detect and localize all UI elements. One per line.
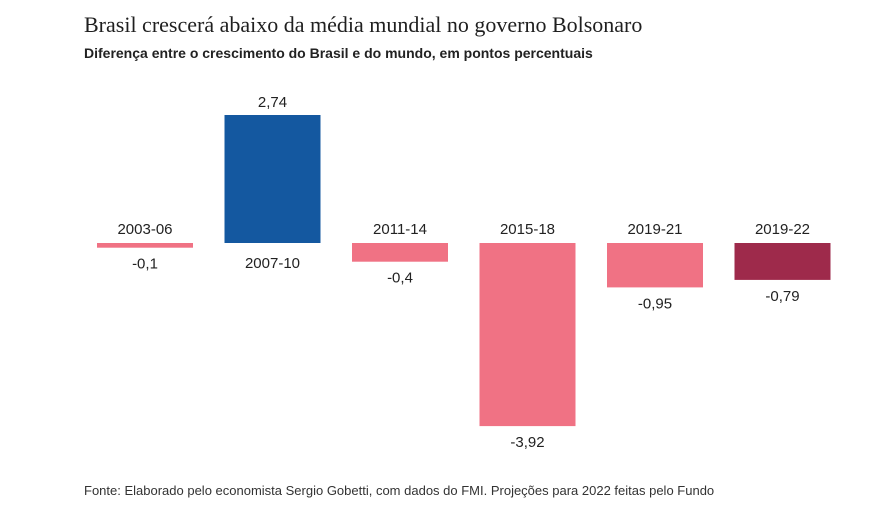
bar-2011-14	[352, 243, 448, 262]
category-label-2003-06: 2003-06	[117, 221, 172, 238]
value-label-2003-06: -0,1	[132, 256, 158, 273]
bar-2003-06	[97, 243, 193, 248]
value-label-2019-21: -0,95	[638, 295, 672, 312]
value-label-2007-10: 2,74	[258, 94, 287, 111]
source-note: Fonte: Elaborado pelo economista Sergio …	[84, 483, 715, 498]
chart-title: Brasil crescerá abaixo da média mundial …	[84, 12, 643, 37]
value-label-2011-14: -0,4	[387, 270, 413, 287]
category-label-2007-10: 2007-10	[245, 255, 300, 272]
category-label-2015-18: 2015-18	[500, 221, 555, 238]
bar-2019-21	[607, 243, 703, 288]
bar-2007-10	[224, 115, 321, 243]
chart-subtitle: Diferença entre o crescimento do Brasil …	[84, 45, 593, 61]
value-label-2019-22: -0,79	[765, 288, 799, 305]
bar-2019-22	[734, 243, 831, 280]
category-label-2019-22: 2019-22	[755, 221, 810, 238]
bar-2015-18	[479, 243, 576, 427]
category-label-2011-14: 2011-14	[373, 221, 427, 238]
category-label-2019-21: 2019-21	[627, 221, 682, 238]
value-label-2015-18: -3,92	[510, 434, 544, 451]
